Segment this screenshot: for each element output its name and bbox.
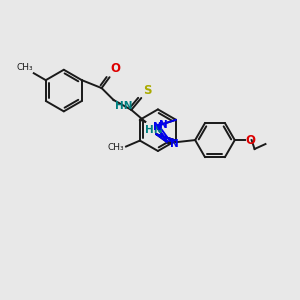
Text: S: S — [143, 84, 152, 97]
Text: HN: HN — [115, 101, 132, 111]
Text: N: N — [159, 120, 168, 130]
Text: CH₃: CH₃ — [16, 63, 33, 72]
Text: O: O — [111, 62, 121, 75]
Text: N: N — [170, 139, 179, 149]
Text: CH₃: CH₃ — [107, 143, 124, 152]
Text: N: N — [153, 122, 161, 132]
Text: HN: HN — [145, 125, 163, 135]
Text: O: O — [246, 134, 256, 147]
